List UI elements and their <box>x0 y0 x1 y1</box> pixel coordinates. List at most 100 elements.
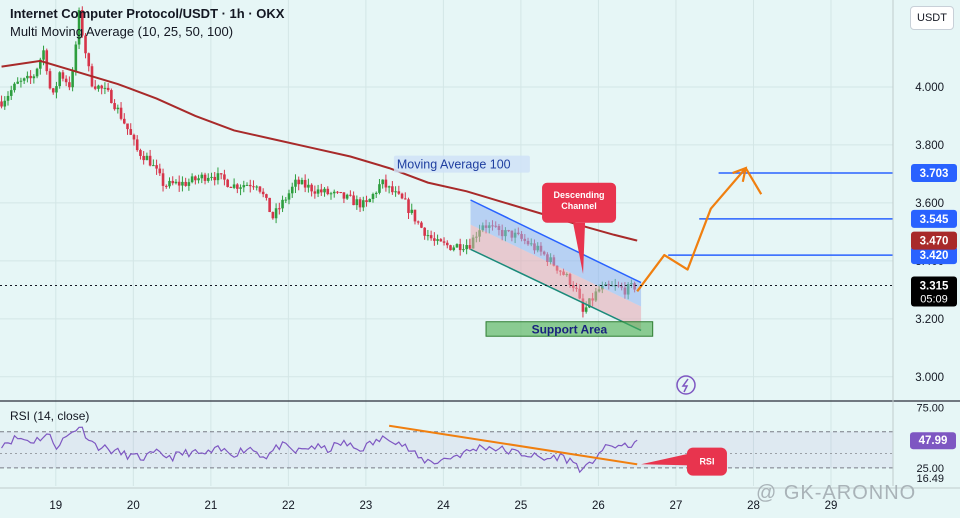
time-tick-label: 23 <box>359 500 372 512</box>
candle-body <box>197 178 200 181</box>
candle-body <box>394 191 397 193</box>
candle-body <box>110 90 113 104</box>
support-area-label: Support Area <box>532 322 608 336</box>
flash-icon <box>676 375 696 395</box>
candle-body <box>407 199 410 213</box>
time-tick-label: 21 <box>204 500 217 512</box>
price-tick-label: 3.200 <box>915 314 944 326</box>
last-price-tag-text: 3.315 <box>920 281 949 293</box>
rsi-pane <box>0 424 893 474</box>
chart-title: Internet Computer Protocol/USDT · 1h · O… <box>10 6 285 21</box>
channel-upper-line <box>470 199 642 284</box>
candle-body <box>152 165 155 167</box>
candle-body <box>287 193 291 200</box>
candle-body <box>3 100 7 107</box>
candle-body <box>223 174 226 180</box>
projection-arrowhead <box>732 166 748 183</box>
candle-body <box>387 186 391 188</box>
level-price-tag <box>911 246 957 265</box>
candle-body <box>242 185 246 188</box>
candle-body <box>297 179 301 185</box>
candle-body <box>113 103 116 110</box>
rsi-tick-label: 75.00 <box>916 403 944 415</box>
candle-body <box>84 35 87 54</box>
candle-body <box>122 118 126 124</box>
candle-body <box>281 199 284 209</box>
candle-body <box>194 176 197 181</box>
descending-channel-bubble <box>542 182 617 223</box>
price-tick-label: 3.600 <box>915 198 944 210</box>
candle-body <box>290 186 294 194</box>
candle-body <box>6 95 10 101</box>
candle-body <box>439 239 443 242</box>
candle-body <box>584 307 588 312</box>
rsi-label: RSI (14, close) <box>10 409 90 423</box>
candle-body <box>303 179 307 188</box>
rsi-callout-bubble <box>686 447 727 476</box>
rsi-current-tag-text: 47.99 <box>919 435 948 447</box>
flash-icon-glyph <box>681 378 689 393</box>
candle-body <box>29 75 32 79</box>
rsi-tick-label: 16.49 <box>916 473 944 485</box>
candle-body <box>326 188 330 195</box>
candle-body <box>126 123 129 130</box>
candle-body <box>458 244 462 251</box>
rsi-callout-text: RSI <box>699 457 714 467</box>
candle-body <box>426 235 430 237</box>
candle-body <box>0 101 3 107</box>
candle-body <box>468 245 472 249</box>
level-price-tag-text: 3.703 <box>920 168 949 180</box>
price-tick-label: 4.000 <box>915 82 944 94</box>
candle-body <box>100 85 103 89</box>
indicator-label: Multi Moving Average (10, 25, 50, 100) <box>10 24 234 39</box>
candle-body <box>445 242 449 246</box>
level-price-tag <box>911 209 957 228</box>
candle-body <box>71 71 74 88</box>
candle-body <box>265 194 268 198</box>
candle-body <box>374 192 378 195</box>
candle-body <box>442 241 446 243</box>
currency-button[interactable]: USDT <box>910 6 954 30</box>
candle-body <box>190 176 194 183</box>
candle-body <box>9 90 13 96</box>
candle-body <box>77 10 81 45</box>
candle-body <box>378 184 381 193</box>
rsi-current-tag <box>910 432 956 450</box>
candle-body <box>236 184 239 189</box>
candle-body <box>300 179 304 185</box>
candle-body <box>51 88 55 93</box>
candle-body <box>164 185 168 187</box>
candle-body <box>203 174 207 181</box>
candle-body <box>423 227 426 236</box>
candle-body <box>106 87 110 91</box>
time-tick-label: 28 <box>747 500 760 512</box>
candle-body <box>416 221 420 223</box>
candle-body <box>391 186 394 193</box>
candle-body <box>139 150 142 156</box>
candle-body <box>342 192 346 199</box>
candle-body <box>219 173 223 175</box>
candle-body <box>13 83 16 91</box>
candle-body <box>42 50 45 60</box>
candle-body <box>64 78 68 83</box>
candle-body <box>455 244 459 248</box>
candle-body <box>26 75 29 79</box>
candle-body <box>129 129 133 135</box>
candle-body <box>158 168 162 174</box>
candle-body <box>368 199 372 203</box>
candle-body <box>35 68 39 77</box>
candle-body <box>135 139 139 151</box>
level-price-tag-text: 3.420 <box>920 250 949 262</box>
rsi-trendline <box>388 424 638 466</box>
candle-body <box>255 186 259 188</box>
price-tick-label: 3.000 <box>915 372 944 384</box>
candle-body <box>452 247 456 251</box>
candle-body <box>261 191 265 195</box>
candle-body <box>168 180 171 187</box>
candle-body <box>142 155 145 161</box>
candle-body <box>161 173 165 186</box>
candle-body <box>148 155 152 166</box>
